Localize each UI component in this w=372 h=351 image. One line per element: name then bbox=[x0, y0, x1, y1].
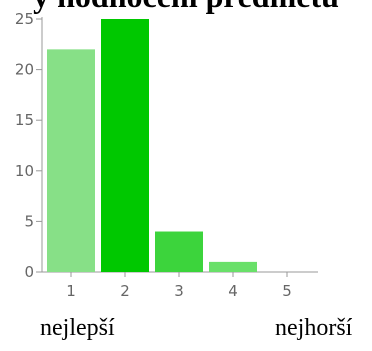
best-rating-label: nejlepší bbox=[40, 315, 115, 341]
worst-rating-label: nejhorší bbox=[275, 315, 353, 341]
x-tick-label: 4 bbox=[228, 282, 238, 300]
x-axis: 1 2 3 4 5 bbox=[42, 271, 318, 300]
x-tick-label: 5 bbox=[282, 282, 292, 300]
x-tick-label: 1 bbox=[66, 282, 76, 300]
chart-title: y hodnocení předmětu bbox=[0, 0, 372, 12]
y-axis: 0 5 10 15 20 25 bbox=[15, 10, 43, 281]
x-tick-label: 3 bbox=[174, 282, 184, 300]
y-tick-label: 20 bbox=[15, 61, 34, 79]
y-tick-label: 5 bbox=[24, 212, 34, 230]
x-tick-label: 2 bbox=[120, 282, 130, 300]
bars bbox=[47, 19, 257, 272]
y-tick-label: 10 bbox=[15, 162, 34, 180]
bar-1 bbox=[47, 49, 95, 272]
bar-3 bbox=[155, 231, 203, 272]
y-tick-label: 25 bbox=[15, 10, 34, 28]
bar-4 bbox=[209, 261, 257, 272]
y-tick-label: 15 bbox=[15, 111, 34, 129]
bar-chart: 0 5 10 15 20 25 1 2 3 4 5 bbox=[15, 10, 318, 300]
bar-2 bbox=[101, 19, 149, 272]
y-tick-label: 0 bbox=[24, 263, 34, 281]
